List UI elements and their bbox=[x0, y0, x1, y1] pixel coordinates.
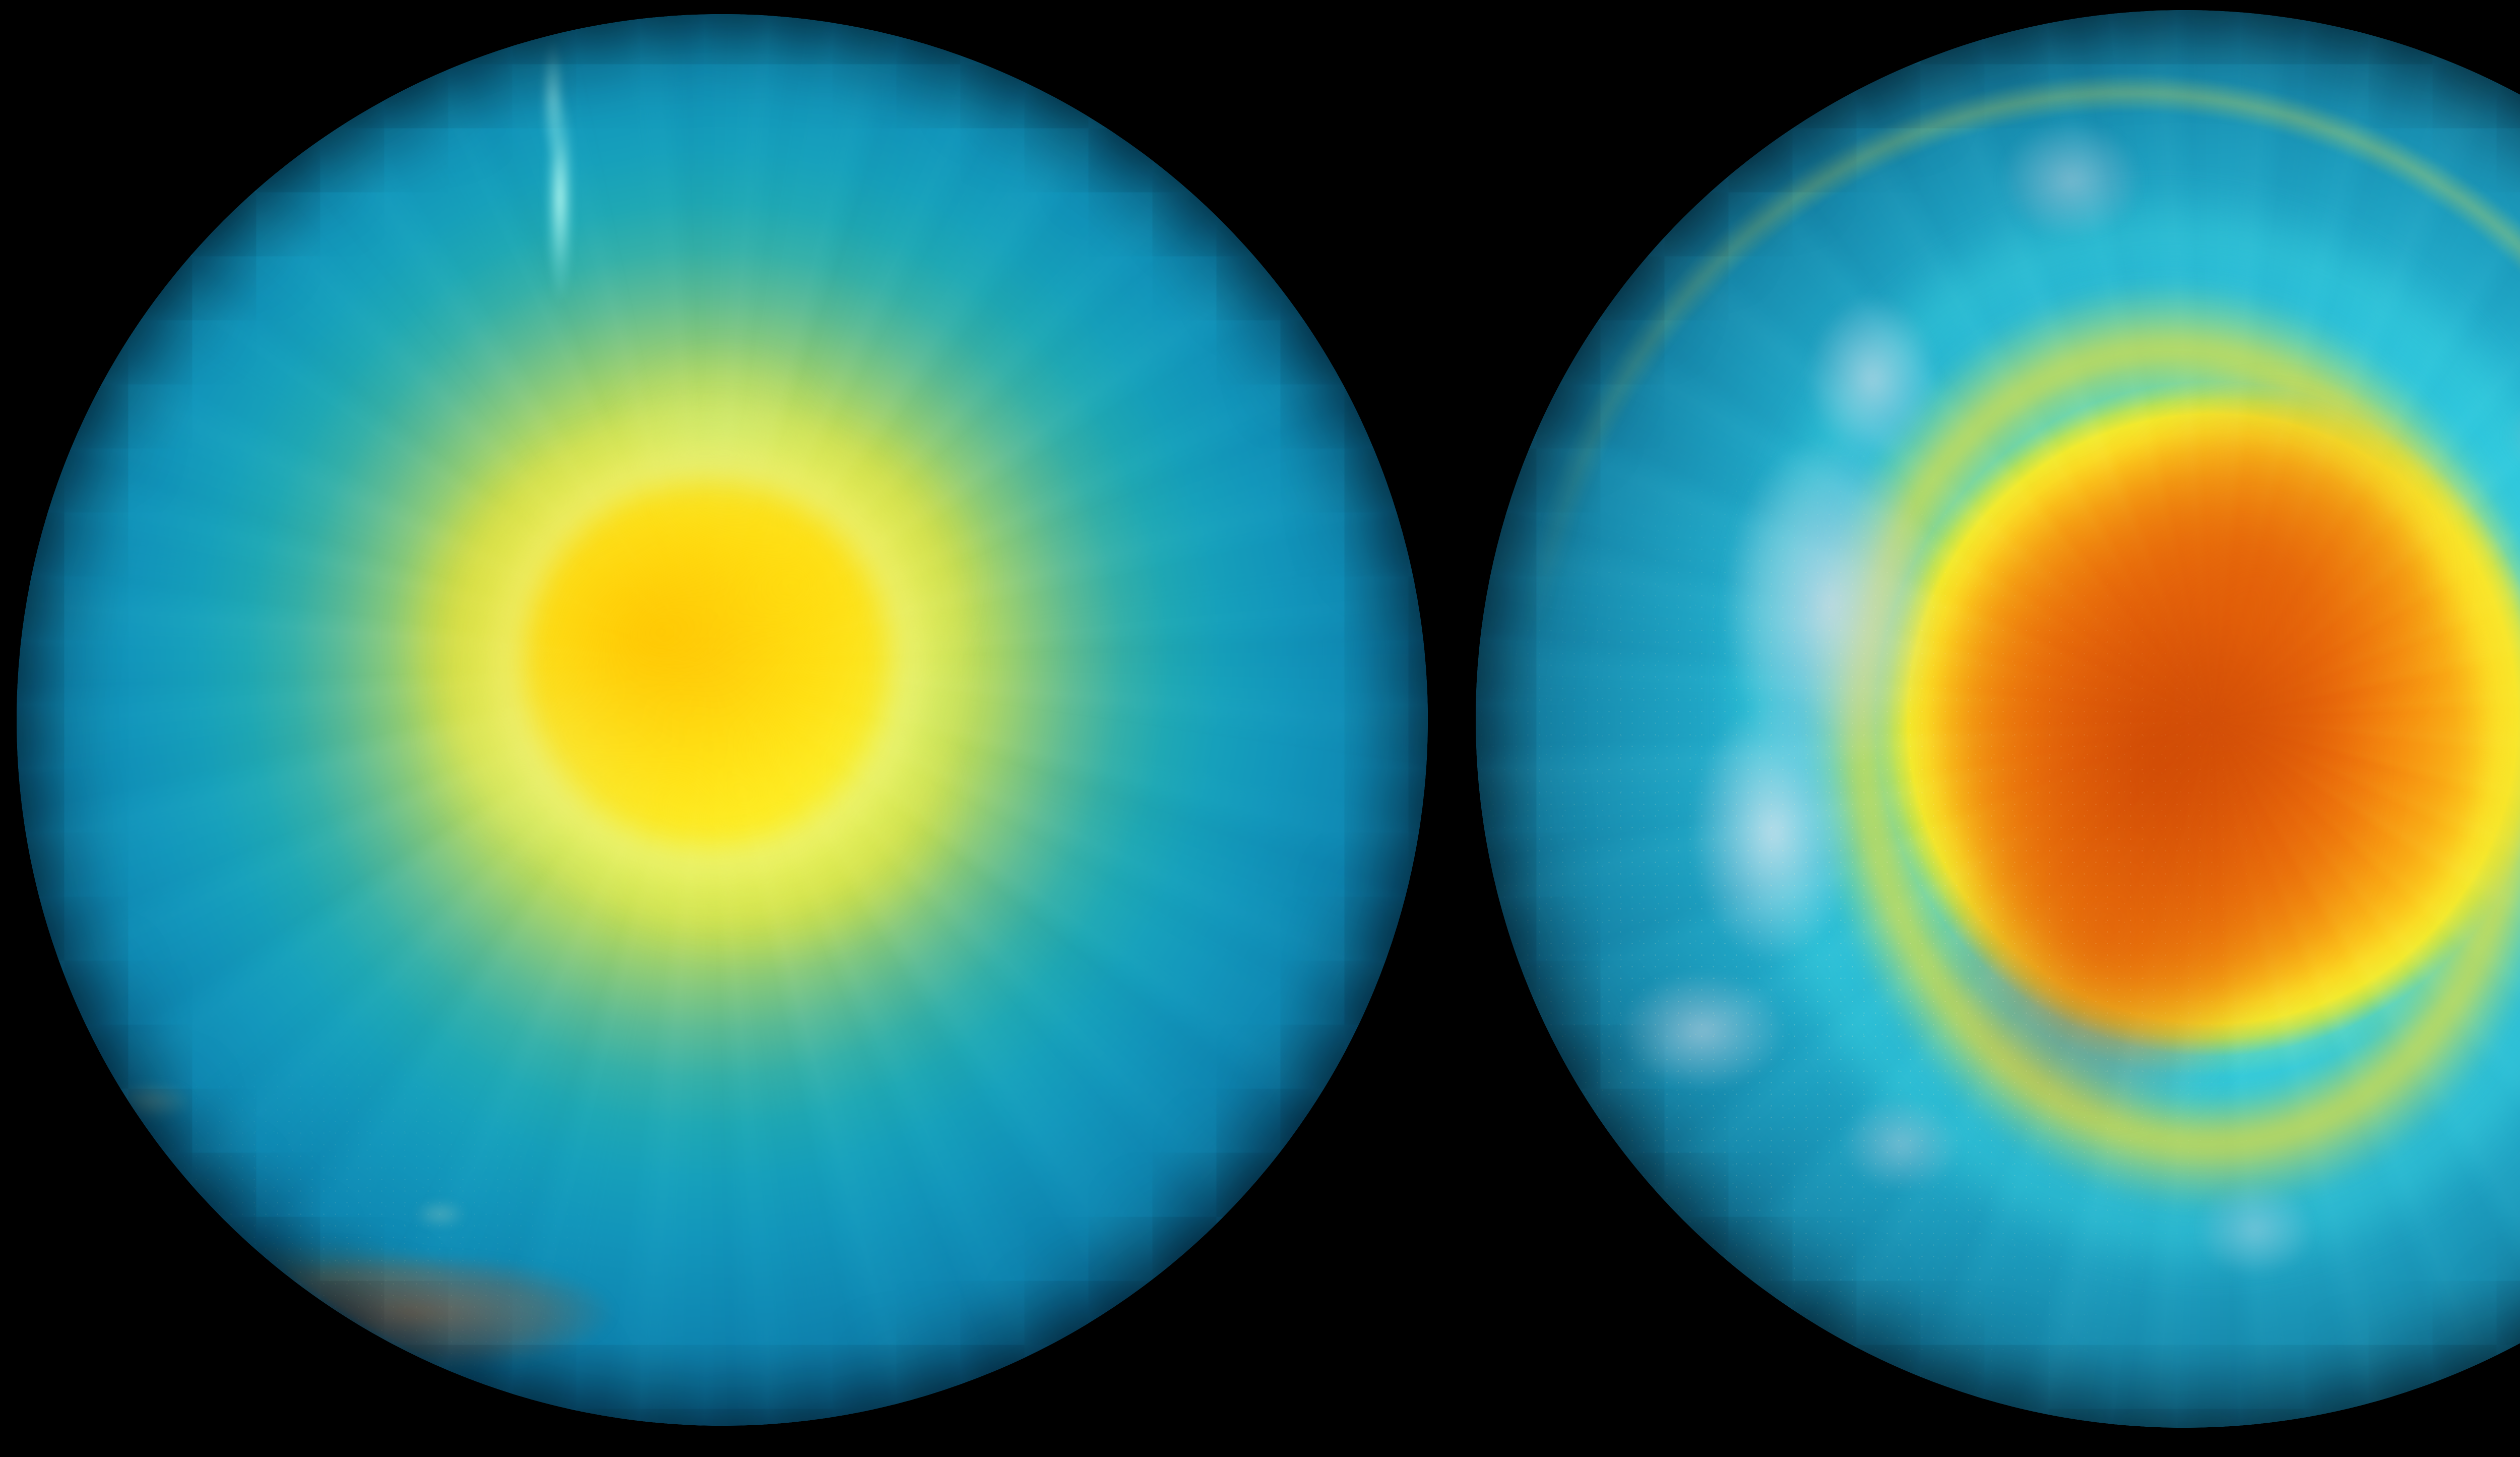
brown-landmass bbox=[17, 14, 1428, 1426]
blue-limb bbox=[17, 14, 1428, 1426]
north-polar-globe[interactable] bbox=[1476, 10, 2520, 1428]
blue-limb bbox=[1476, 10, 2520, 1428]
night-lights bbox=[17, 14, 1428, 1426]
south-polar-globe[interactable] bbox=[17, 14, 1428, 1426]
